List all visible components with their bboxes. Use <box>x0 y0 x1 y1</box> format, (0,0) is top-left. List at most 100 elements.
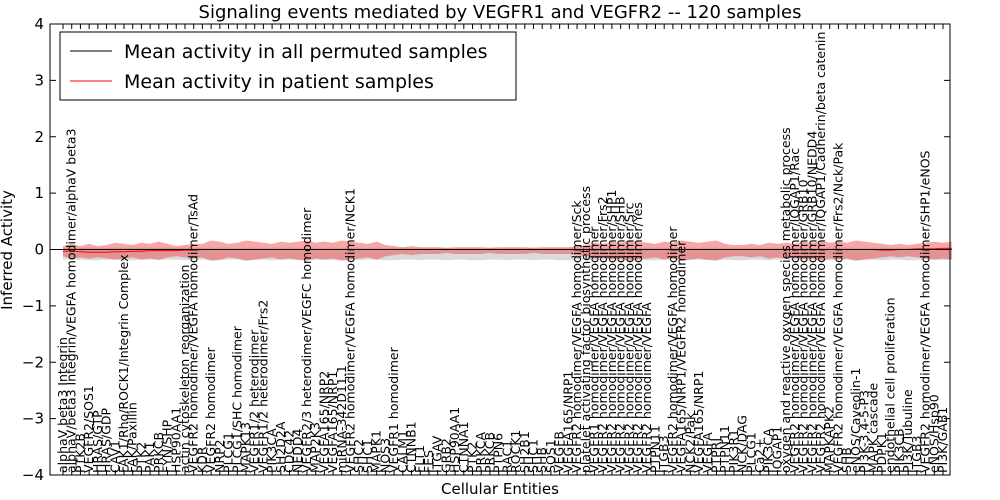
x-category-label: VEGFR2 homodimer/VEGFA homodimer/IQGAP1/… <box>813 32 828 473</box>
x-category-label: VEGFR2 homodimer/VEGFA homodimer/NCK1 <box>343 188 358 473</box>
x-category-label: VEGFR2 homodimer/VEGFA homodimer <box>665 226 680 473</box>
x-category-label: PTPN6 <box>491 433 506 473</box>
x-category-label: VEGFR2 homodimer/VEGFA homodimer/SHB <box>613 196 628 473</box>
band-mean-activity-in-all-permuted-samples <box>63 247 952 261</box>
x-category-label: Ca2+ <box>752 438 767 473</box>
y-tick-label: −3 <box>22 410 44 428</box>
x-category-label: HRAS/GDP <box>99 407 114 473</box>
x-category-label: FES <box>421 450 436 473</box>
x-category-label: VEGFR2 homodimer/VEGFA homodimer/GRB10/N… <box>804 131 819 473</box>
x-category-label: VEGFR2 homodimer/VEGFA homodimer/Sck <box>569 200 584 473</box>
x-category-label: ITGB3 <box>909 435 924 473</box>
series-lines <box>50 247 952 253</box>
x-category-label: VEGFA165/NRP1 <box>560 371 575 473</box>
legend-box <box>59 31 517 101</box>
x-category-label: FYN/SHP <box>160 419 175 473</box>
x-category-label: PI3K/GAB1 <box>935 407 950 473</box>
x-category-label: MAPK13 <box>238 422 253 473</box>
x-category-label: FAK/Paxillin <box>125 402 140 473</box>
x-category-label: FLT1 <box>412 445 427 473</box>
x-category-label: NEDD4 <box>290 428 305 472</box>
legend-label-patient: Mean activity in patient samples <box>124 71 434 93</box>
x-category-label: GRB2 <box>438 438 453 473</box>
y-tick-label: 0 <box>34 241 44 259</box>
y-tick-label: 4 <box>34 15 44 33</box>
x-category-label: CAV1 <box>107 440 122 473</box>
x-category-label: NCK/DAG <box>735 415 750 473</box>
x-category-label: IQGAP1 <box>770 426 785 473</box>
x-category-label: PTK2 <box>465 442 480 473</box>
x-category-label: VEGFR2 homodimer/VEGFA homodimer/Frs2/Nc… <box>830 142 845 473</box>
x-category-label: VEGFR1 homodimer/VEGFA homodimer <box>587 226 602 473</box>
x-category-label: SH2B1 <box>517 431 532 473</box>
x-category-label: VEGFR2 homodimer/VEGFA homodimer/Yes <box>630 202 645 473</box>
x-category-label: PIK3CA <box>264 428 279 473</box>
legend-label-permuted: Mean activity in all permuted samples <box>124 41 487 63</box>
x-category-label: VEGFR2 homodimer/VEGFA homodimer/TsAd <box>186 194 201 473</box>
x-category-label: VEGFR2 homodimer/VEGFA homodimer/Src <box>621 202 636 472</box>
legend: Mean activity in all permuted samples Me… <box>59 31 517 101</box>
x-category-label: MAP2K3 <box>308 422 323 473</box>
x-category-label: PTK2 <box>133 442 148 473</box>
x-category-label: VEGFR2 homodimer/VEGFA homodimer/IQGAP1/… <box>787 148 802 473</box>
x-category-label: VEGFA165/NRP1 <box>691 371 706 473</box>
x-category-label: VEGFR2 homodimer/VEGFA <box>639 302 654 473</box>
x-category-label: MAPKAPK2 <box>822 406 837 473</box>
x-category-label: PTPRJ <box>709 438 724 473</box>
x-category-label: PDPK1 <box>874 432 889 473</box>
y-tick-label: −1 <box>22 297 44 315</box>
x-category-label: PLCG1 <box>743 432 758 473</box>
y-tick-label: 1 <box>34 184 44 202</box>
band-mean-activity-in-patient-samples <box>63 240 952 261</box>
x-category-label: VEGFR2/3 heterodimer/VEGFC homodimer <box>299 207 314 473</box>
x-category-label: PLCG1 <box>221 432 236 473</box>
x-category-label: VEGFR2 homodimer/VEGFA homodimer/SHP1 <box>604 189 619 473</box>
x-category-label: VEGFR1 homodimer <box>386 346 401 473</box>
x-category-label: PRKCB <box>151 432 166 473</box>
x-category-label: SOS1 <box>543 439 558 473</box>
x-category-label: MAPK1 <box>369 430 384 473</box>
x-axis-ticks <box>62 24 944 475</box>
x-category-label: PTPN11 <box>717 425 732 473</box>
y-tick-label: −2 <box>22 353 44 371</box>
x-category-label: HRAS/GTP <box>90 410 105 473</box>
x-category-label: eNOS/Hsp90 <box>926 394 941 473</box>
x-category-label: VEGFR1/2 heterodimer <box>247 329 262 473</box>
x-category-label: eNOS/Caveolin-1 <box>848 368 863 473</box>
y-tick-label: −4 <box>22 466 44 484</box>
x-category-label: VEGFA165/NRP2 <box>316 371 331 473</box>
x-category-label: oxygen and reactive oxygen species metab… <box>778 127 793 473</box>
x-category-label: SHC1 <box>526 439 541 473</box>
x-category-label: PLCG1/SHC homodimer <box>229 325 244 473</box>
x-category-label: SHC2 <box>351 439 366 473</box>
x-category-label: NOS3 <box>377 438 392 473</box>
y-axis-ticks: 4 3 2 1 0 −1 −2 −3 −4 <box>22 15 950 484</box>
x-category-label: VEGFA <box>700 432 715 473</box>
x-category-label: CDC42 <box>282 430 297 473</box>
x-category-label: endothelial cell proliferation <box>883 297 898 472</box>
x-category-label: VEGFR2/SOS1 <box>81 385 96 473</box>
x-category-label: VEGFA165/NRP1 <box>325 371 340 473</box>
x-category-label: PI3K/Tubuline <box>900 389 915 473</box>
x-category-label: VEGFR2 homodimer/VEGFA homodimer/GRB10 <box>796 179 811 473</box>
x-category-label: PIK3CA <box>761 428 776 473</box>
x-category-label: PAK1 <box>142 442 157 473</box>
x-category-label: VEGFR1/2 heterodimer/Frs2 <box>255 300 270 473</box>
x-category-label: NCK2/Pak <box>682 412 697 473</box>
x-category-label: HSP90AA1 <box>168 407 183 473</box>
x-category-label: NRP2 <box>212 439 227 473</box>
x-category-label: PTK2B <box>72 433 87 473</box>
x-category-label: PI3K-3,4-5-P3 <box>857 390 872 473</box>
x-category-label: SH2D2A <box>273 421 288 473</box>
x-category-label: VEGFR2 homodimer/VEGFA homodimer/Frs2 <box>595 196 610 473</box>
x-category-label: platelet activating factor biosynthetic … <box>578 186 593 473</box>
x-category-label: SHB <box>534 447 549 473</box>
confidence-bands <box>63 240 952 261</box>
x-category-label: CTNNA1 <box>456 421 471 473</box>
x-category-label: alphaV beta3 Integrin <box>55 337 70 473</box>
x-category-label: ROCK1 <box>508 430 523 473</box>
x-category-label: PIK3R1 <box>726 429 741 473</box>
x-category-label: FAK1/Rho/ROCK1/Integrin Complex <box>116 254 131 473</box>
x-axis-title: Cellular Entities <box>441 480 559 498</box>
